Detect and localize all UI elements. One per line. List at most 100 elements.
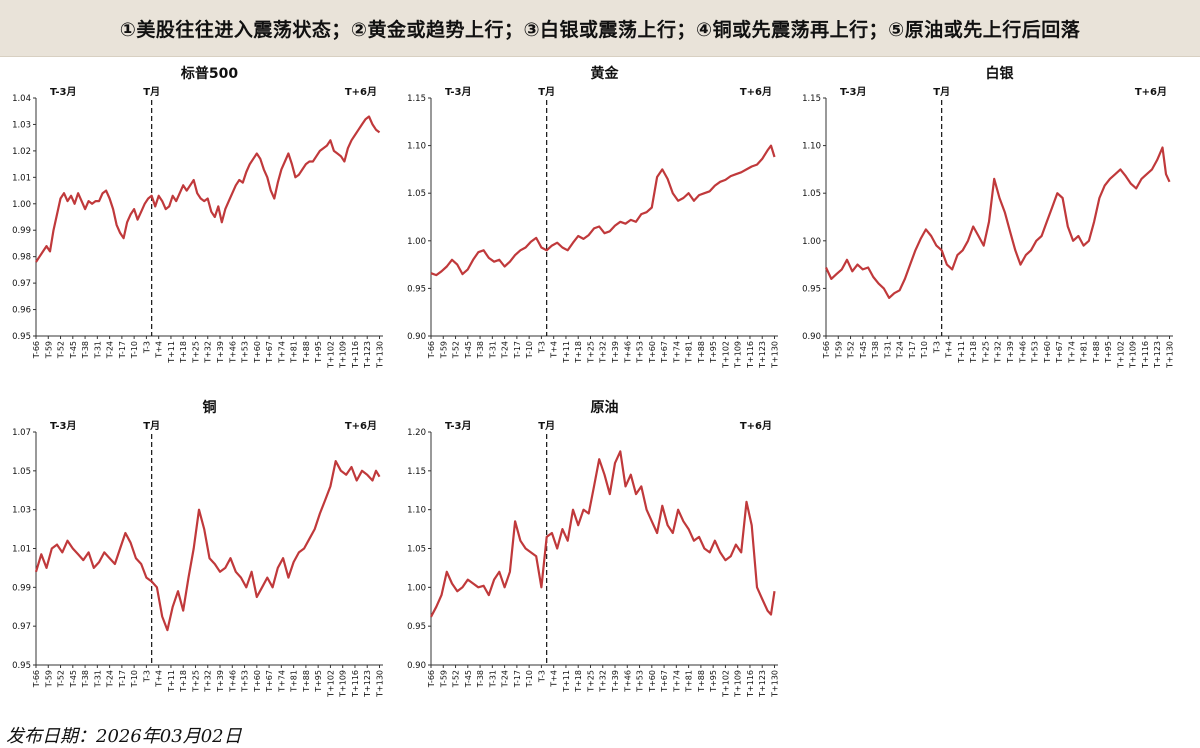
y-tick-label: 1.05: [12, 467, 31, 477]
x-tick-label: T+116: [351, 341, 360, 369]
x-tick-label: T+81: [1080, 341, 1089, 364]
x-tick-label: T-45: [464, 670, 473, 688]
period-label-event: T月: [538, 420, 555, 432]
y-tick-label: 1.00: [407, 583, 426, 593]
x-tick-label: T-10: [920, 341, 929, 359]
period-label-event: T月: [143, 86, 160, 98]
x-tick-label: T+116: [351, 670, 360, 698]
y-tick-label: 1.04: [12, 94, 31, 104]
x-tick-label: T+32: [994, 341, 1003, 364]
x-tick-label: T+81: [685, 341, 694, 364]
period-label-end: T+6月: [1135, 86, 1167, 98]
y-tick-label: 1.15: [802, 94, 821, 104]
x-tick-label: T+95: [314, 341, 323, 364]
x-tick-label: T+130: [1165, 341, 1174, 369]
y-tick-label: 0.95: [407, 622, 426, 632]
x-tick-label: T+95: [709, 341, 718, 364]
chart-copper: 铜 T-3月 T月 T+6月 0.95 0.97 0.99 1.01 1.03 1.05 1.07 T…: [0, 392, 395, 717]
banner-title: ①美股往往进入震荡状态；②黄金或趋势上行；③白银或震荡上行；④铜或先震荡再上行；…: [119, 18, 1081, 41]
period-label-end: T+6月: [345, 420, 377, 432]
x-tick-label: T+60: [648, 670, 657, 693]
period-label-start: T-3月: [445, 420, 471, 432]
x-tick-label: T-59: [44, 341, 53, 359]
x-tick-label: T+109: [734, 670, 743, 698]
y-tick-label: 1.01: [12, 173, 31, 183]
chart-silver: 白银 T-3月 T月 T+6月 0.90 0.95 1.00 1.05 1.10 1.15 T-66…: [790, 58, 1185, 388]
x-tick-label: T-38: [476, 341, 485, 359]
x-tick-label: T-17: [118, 341, 127, 359]
x-tick-label: T+123: [363, 341, 372, 369]
x-tick-label: T+116: [746, 341, 755, 369]
x-tick-label: T+46: [228, 341, 237, 364]
y-tick-label: 1.15: [407, 467, 426, 477]
x-tick-label: T+95: [314, 670, 323, 693]
x-tick-label: T+88: [302, 341, 311, 364]
x-tick-label: T+88: [697, 341, 706, 364]
x-tick-label: T-24: [106, 670, 115, 688]
x-tick-label: T+25: [981, 341, 990, 364]
period-label-start: T-3月: [50, 86, 76, 98]
x-tick-label: T+67: [265, 670, 274, 693]
x-tick-label: T+123: [1153, 341, 1162, 369]
x-tick-label: T-38: [81, 670, 90, 688]
series-line: [430, 144, 776, 277]
x-tick-label: T-24: [501, 670, 510, 688]
y-tick-label: 0.96: [12, 306, 31, 316]
chart-svg: 原油 T-3月 T月 T+6月 0.90 0.95 1.00 1.05 1.10 1.15 1.20…: [407, 399, 779, 698]
y-tick-label: 0.97: [12, 279, 31, 289]
y-tick-label: 1.03: [12, 120, 31, 130]
x-tick-label: T-10: [130, 341, 139, 359]
x-tick-label: T-52: [57, 670, 66, 688]
x-tick-label: T+39: [216, 341, 225, 364]
x-tick-label: T+74: [1067, 341, 1076, 364]
period-label-event: T月: [143, 420, 160, 432]
x-tick-label: T+67: [1055, 341, 1064, 364]
x-tick-label: T+46: [228, 670, 237, 693]
x-tick-label: T+60: [253, 341, 262, 364]
x-tick-label: T-17: [118, 670, 127, 688]
x-tick-label: T+102: [721, 341, 730, 369]
period-label-start: T-3月: [445, 86, 471, 98]
x-tick-label: T+11: [562, 341, 571, 364]
y-tick-label: 0.97: [12, 622, 31, 632]
chart-title: 黄金: [591, 65, 620, 82]
x-tick-label: T-66: [32, 670, 41, 688]
series-line: [430, 450, 776, 618]
x-tick-label: T+46: [623, 670, 632, 693]
x-tick-label: T-17: [908, 341, 917, 359]
x-tick-label: T-10: [130, 670, 139, 688]
y-tick-label: 0.90: [407, 661, 426, 671]
x-tick-label: T+81: [290, 670, 299, 693]
x-tick-label: T-66: [32, 341, 41, 359]
x-tick-label: T+11: [167, 670, 176, 693]
y-tick-label: 0.98: [12, 253, 31, 263]
x-tick-label: T+25: [586, 670, 595, 693]
x-tick-label: T+25: [586, 341, 595, 364]
chart-title: 白银: [986, 65, 1015, 82]
x-tick-label: T+18: [179, 670, 188, 693]
x-tick-label: T+123: [758, 670, 767, 698]
x-tick-label: T+95: [1104, 341, 1113, 364]
x-tick-label: T+18: [574, 341, 583, 364]
y-tick-label: 1.05: [407, 545, 426, 555]
x-tick-label: T+67: [660, 341, 669, 364]
period-label-start: T-3月: [50, 420, 76, 432]
y-tick-label: 1.10: [407, 142, 426, 152]
period-label-end: T+6月: [740, 420, 772, 432]
x-tick-label: T-10: [525, 341, 534, 359]
x-tick-label: T-52: [452, 341, 461, 359]
x-tick-label: T+53: [1031, 341, 1040, 364]
y-tick-label: 1.20: [407, 428, 426, 438]
y-tick-label: 0.90: [407, 332, 426, 342]
x-tick-label: T+4: [550, 670, 559, 688]
y-tick-label: 1.03: [12, 506, 31, 516]
chart-sp500: 标普500 T-3月 T月 T+6月 0.95 0.96 0.97 0.98 0.99 1.00 1…: [0, 58, 395, 388]
chart-title: 原油: [591, 399, 619, 416]
period-label-end: T+6月: [345, 86, 377, 98]
x-tick-label: T+102: [721, 670, 730, 698]
period-label-event: T月: [538, 86, 555, 98]
y-tick-label: 0.95: [12, 661, 31, 671]
x-tick-label: T-52: [847, 341, 856, 359]
x-tick-label: T-45: [69, 670, 78, 688]
x-tick-label: T+81: [685, 670, 694, 693]
